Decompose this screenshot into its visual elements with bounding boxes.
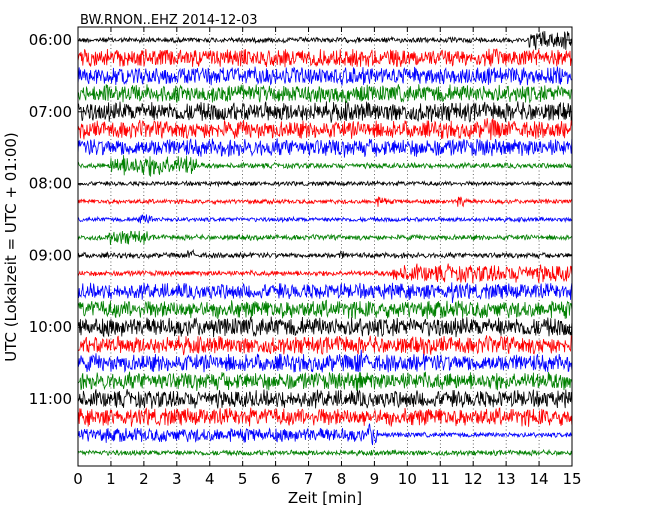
trace-0630 [77, 66, 572, 86]
x-tick-label: 8 [337, 470, 347, 488]
trace-1130 [77, 423, 573, 446]
x-axis-ticks: 0 1 2 3 4 5 6 7 8 9 10 11 12 13 14 15 [73, 27, 582, 488]
x-tick-label: 13 [497, 470, 516, 488]
x-tick-label: 12 [464, 470, 483, 488]
y-tick-label: 08:00 [29, 175, 72, 193]
x-tick-label: 10 [398, 470, 417, 488]
trace-0830 [77, 214, 573, 224]
trace-0815 [77, 196, 573, 208]
plot-frame [77, 26, 573, 467]
trace-1000 [77, 316, 573, 338]
x-tick-label: 7 [304, 470, 314, 488]
x-tick-label: 5 [238, 470, 248, 488]
x-tick-label: 6 [271, 470, 281, 488]
x-tick-label: 2 [139, 470, 149, 488]
x-tick-label: 14 [530, 470, 549, 488]
y-tick-label: 09:00 [29, 246, 72, 264]
x-tick-label: 11 [431, 470, 450, 488]
x-tick-label: 1 [106, 470, 116, 488]
trace-1015 [77, 334, 573, 356]
trace-0615 [77, 48, 573, 68]
trace-0730 [77, 138, 573, 158]
y-tick-label: 07:00 [29, 103, 72, 121]
trace-1115 [77, 407, 573, 427]
trace-0700 [77, 101, 573, 123]
trace-layer [77, 30, 573, 458]
trace-0715 [77, 117, 573, 141]
x-tick-label: 9 [370, 470, 380, 488]
trace-0600 [77, 30, 573, 51]
trace-0645 [77, 84, 573, 104]
x-axis-label: Zeit [min] [288, 489, 362, 507]
x-tick-label: 3 [172, 470, 182, 488]
y-tick-label: 10:00 [29, 318, 72, 336]
x-tick-label: 15 [562, 470, 581, 488]
trace-0915 [77, 263, 573, 284]
chart-title: BW.RNON..EHZ 2014-12-03 [80, 13, 258, 28]
trace-1100 [77, 389, 573, 409]
trace-0900 [77, 248, 573, 260]
trace-0945 [77, 299, 573, 320]
trace-0745 [77, 155, 573, 177]
trace-0930 [77, 282, 573, 304]
x-tick-label: 0 [73, 470, 83, 488]
y-tick-label: 06:00 [29, 31, 72, 49]
y-axis-ticks: 06:00 07:00 08:00 09:00 10:00 11:00 [29, 31, 572, 408]
x-tick-label: 4 [205, 470, 215, 488]
y-tick-label: 11:00 [29, 390, 72, 408]
trace-1145 [77, 448, 573, 458]
y-axis-label: UTC (Lokalzeit = UTC + 01:00) [2, 132, 20, 362]
trace-1030 [77, 349, 573, 374]
trace-1045 [77, 371, 573, 392]
trace-0845 [77, 230, 572, 245]
trace-0800 [77, 179, 572, 188]
